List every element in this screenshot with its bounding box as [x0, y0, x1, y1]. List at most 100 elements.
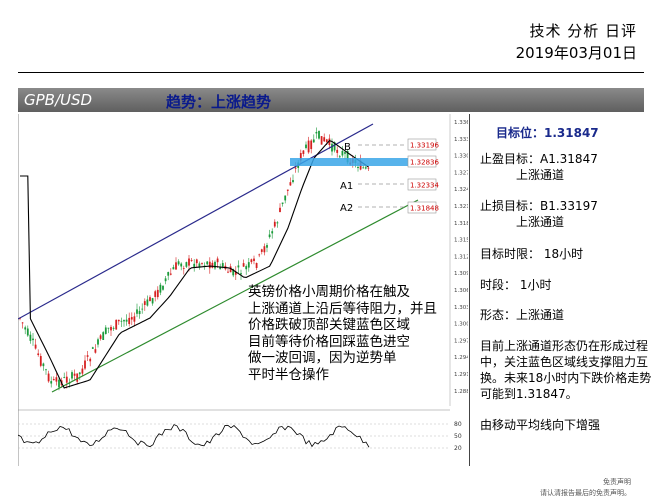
- candle-body: [312, 139, 315, 143]
- candle-body: [50, 381, 53, 384]
- resistance-zone: [290, 158, 408, 166]
- title-band: GPB/USD 趋势：上涨趋势: [18, 88, 644, 112]
- candle-body: [146, 299, 149, 306]
- take-profit-sub: 上涨通道: [516, 168, 565, 182]
- candle-body: [206, 261, 209, 265]
- candle-body: [195, 259, 198, 264]
- candle-body: [125, 319, 128, 322]
- oscillator-line: [18, 424, 370, 448]
- candle-body: [268, 234, 271, 238]
- candle-body: [289, 182, 292, 186]
- candle-body: [151, 298, 154, 304]
- candle-body: [130, 317, 133, 320]
- price-box-a2: 1.31848: [407, 201, 439, 214]
- marker-a1: A1: [340, 181, 353, 192]
- candle-body: [143, 301, 146, 305]
- candle-body: [73, 373, 76, 376]
- stop-loss-sub: 上涨通道: [516, 215, 565, 229]
- axis-tick-label: 1.3210: [454, 204, 468, 210]
- candle-body: [47, 373, 50, 382]
- candle-body: [128, 317, 131, 325]
- disclaimer-title: 免责声明: [603, 478, 631, 486]
- candle-body: [346, 150, 349, 163]
- candle-body: [162, 285, 164, 290]
- candle-body: [323, 137, 326, 142]
- analysis-description: 目前上涨通道形态仍在形成过程中，关注蓝色区域线支撑阻力互换。未来18小时内下跌价…: [480, 339, 652, 401]
- axis-tick-label: 1.3300: [454, 154, 468, 160]
- candle-body: [338, 156, 341, 158]
- candle-body: [193, 263, 196, 268]
- level-lines: [358, 144, 406, 208]
- candle-body: [123, 320, 125, 322]
- candle-body: [307, 140, 310, 153]
- candle-body: [344, 152, 346, 154]
- stop-loss-label: 止损目标：B1.33197: [480, 199, 598, 213]
- candle-body: [273, 221, 276, 227]
- candle-body: [34, 344, 37, 349]
- marker-a2: A2: [340, 203, 353, 214]
- candle-body: [167, 272, 170, 276]
- target-level: 目标位：1.31847: [496, 126, 599, 140]
- candle-body: [86, 355, 89, 357]
- candle-body: [110, 326, 112, 331]
- candle-body: [24, 327, 27, 330]
- report-title: 技术 分析 日评: [529, 22, 637, 40]
- candle-body: [357, 166, 359, 169]
- price-box-a1: 1.32334: [407, 178, 439, 191]
- candle-body: [310, 140, 313, 150]
- candle-body: [286, 189, 289, 191]
- candle-body: [250, 259, 253, 263]
- candle-body: [201, 263, 203, 264]
- annotation-line: 目前等待价格回踩蓝色进空: [248, 333, 410, 350]
- axis-tick-label: 1.3120: [454, 254, 468, 260]
- candle-body: [263, 246, 266, 253]
- candle-body: [188, 258, 190, 266]
- candle-body: [112, 327, 115, 329]
- axis-tick-label: 1.3240: [454, 187, 468, 193]
- candle-body: [336, 149, 339, 153]
- pattern: 形态：上涨通道: [480, 308, 565, 322]
- axis-tick-label: 1.3030: [454, 305, 468, 311]
- candle-body: [279, 207, 281, 213]
- candle-body: [120, 320, 123, 322]
- moving-average-line: [20, 140, 369, 389]
- candle-body: [76, 373, 79, 382]
- report-date: 2019年03月01日: [515, 44, 637, 62]
- candle-body: [141, 308, 144, 310]
- axis-tick-label: 1.3360: [454, 120, 468, 126]
- trend-label: 趋势：上涨趋势: [166, 93, 272, 111]
- timeframe: 时段： 1小时: [480, 278, 552, 292]
- price-axis: 1.3360 1.3330 1.3300 1.3270 1.3240 1.3210 1.31…: [454, 120, 468, 395]
- marker-b: B: [344, 142, 351, 153]
- candle-body: [169, 273, 172, 275]
- candle-body: [149, 297, 151, 302]
- time-target: 目标时限： 18小时: [480, 247, 584, 261]
- candle-body: [32, 338, 34, 341]
- axis-tick-label: 1.3330: [454, 137, 468, 143]
- candle-body: [104, 327, 107, 334]
- price-chart: 1.3360 1.3330 1.3300 1.3270 1.3240 1.3210 1.31…: [18, 114, 468, 466]
- ma-note: 由移动平均线向下增强: [480, 418, 601, 432]
- candle-body: [138, 310, 141, 315]
- candle-body: [227, 271, 229, 273]
- candle-body: [234, 271, 237, 275]
- candle-body: [331, 143, 333, 152]
- candle-body: [364, 167, 367, 169]
- candle-body: [78, 372, 81, 375]
- axis-tick-label: 1.3060: [454, 288, 468, 294]
- annotation-line: 英镑价格小周期价格在触及: [248, 284, 410, 300]
- osc-label-50: 50: [454, 433, 462, 440]
- candle-body: [102, 332, 105, 341]
- candle-body: [185, 262, 188, 267]
- candle-body: [247, 262, 250, 268]
- candle-body: [180, 263, 183, 267]
- candle-body: [216, 258, 219, 263]
- candle-body: [55, 377, 58, 382]
- candle-body: [29, 334, 32, 341]
- candle-body: [299, 153, 302, 161]
- candle-body: [208, 261, 211, 269]
- candle-body: [245, 266, 248, 270]
- osc-label-20: 20: [454, 445, 462, 452]
- price-box-b-label: 1.33196: [410, 142, 439, 150]
- candle-body: [315, 131, 318, 134]
